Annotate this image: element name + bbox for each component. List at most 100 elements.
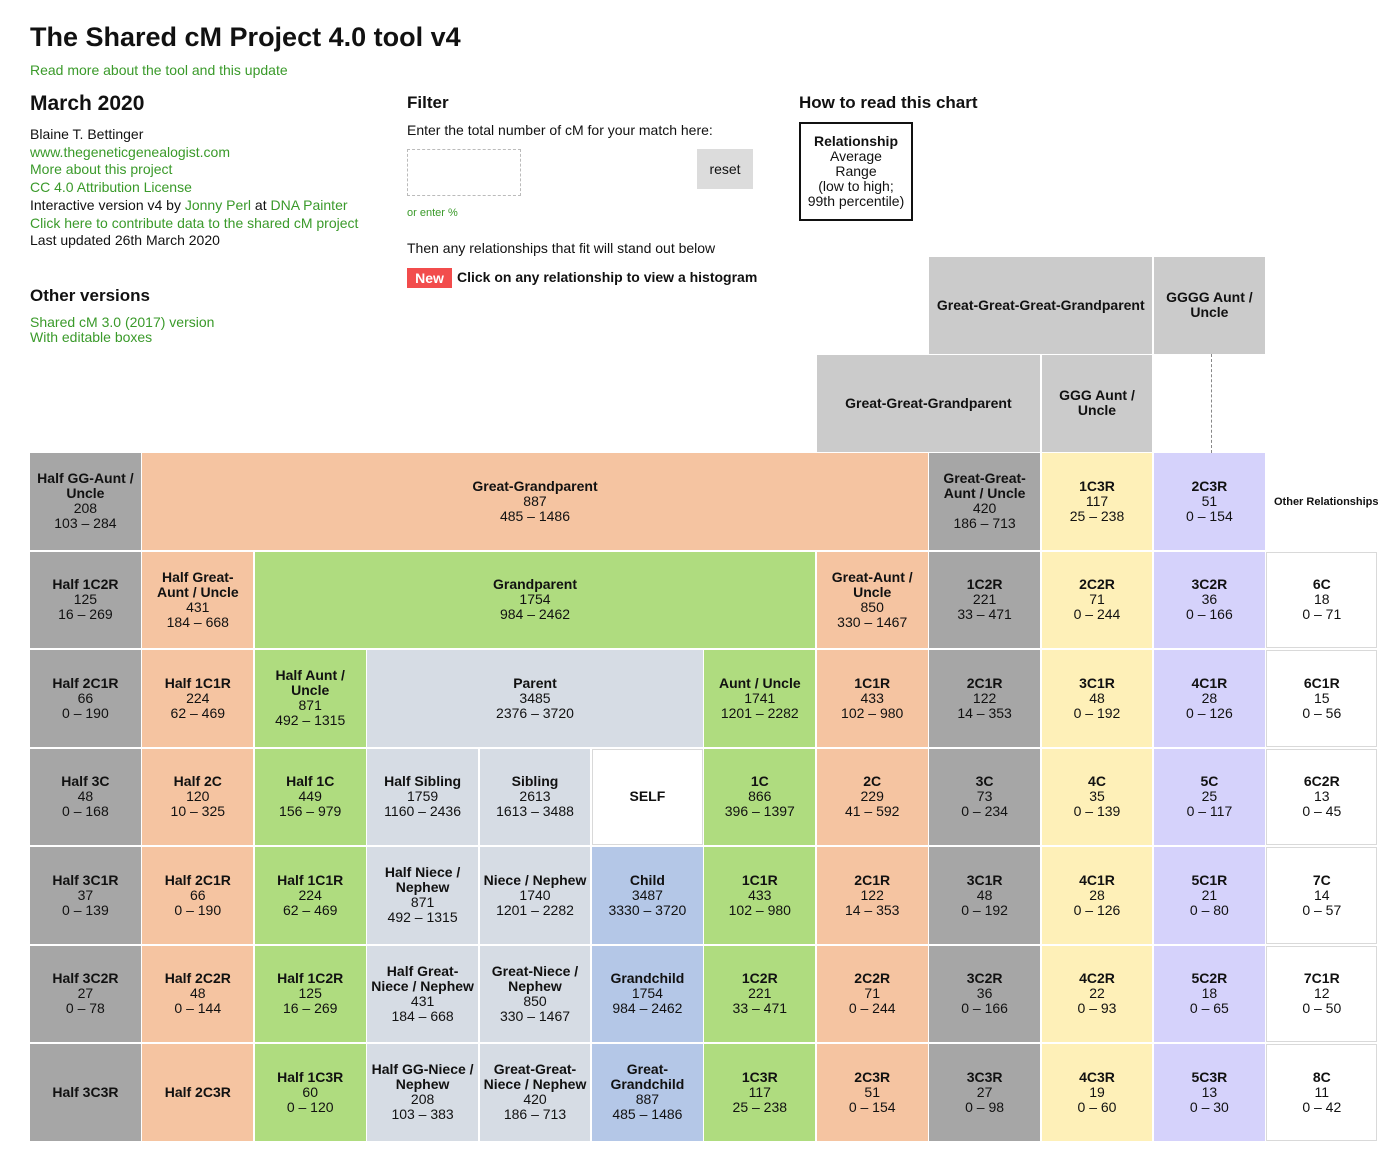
relationship-cell[interactable]: 3C2R 36 0 – 166 <box>1154 551 1265 649</box>
relationship-cell[interactable]: Half Sibling 1759 1160 – 2436 <box>367 748 478 846</box>
relationship-cell[interactable]: Half 2C2R 48 0 – 144 <box>142 945 254 1043</box>
project-link[interactable]: More about this project <box>30 161 173 178</box>
relationship-cell[interactable]: Half 2C 120 10 – 325 <box>142 748 254 846</box>
relationship-cell[interactable]: 7C1R 12 0 – 50 <box>1266 945 1378 1043</box>
relationship-cell[interactable]: Parent 3485 2376 – 3720 <box>367 650 703 747</box>
average-cm: 117 <box>748 1083 771 1100</box>
relationship-cell[interactable]: Half Great-Aunt / Uncle 431 184 – 668 <box>142 551 254 649</box>
relationship-cell[interactable]: 6C1R 15 0 – 56 <box>1266 650 1378 747</box>
relationship-cell[interactable]: Child 3487 3330 – 3720 <box>592 847 703 944</box>
relationship-cell[interactable]: 2C 229 41 – 592 <box>816 748 928 846</box>
relationship-cell[interactable]: Half 1C2R 125 16 – 269 <box>30 551 141 649</box>
relationship-cell[interactable]: Half 1C2R 125 16 – 269 <box>254 945 366 1043</box>
relationship-cell[interactable]: Half 3C3R <box>30 1044 141 1141</box>
reset-button[interactable]: reset <box>697 149 753 189</box>
relationship-cell[interactable]: Sibling 2613 1613 – 3488 <box>479 748 591 846</box>
relationship-cell[interactable]: SELF <box>592 748 703 846</box>
relationship-cell[interactable]: 4C2R 22 0 – 93 <box>1041 945 1153 1043</box>
relationship-cell[interactable]: 5C1R 21 0 – 80 <box>1154 847 1265 944</box>
relationship-cell[interactable]: Half GG-Aunt / Uncle 208 103 – 284 <box>30 453 141 550</box>
relationship-cell[interactable]: 3C1R 48 0 – 192 <box>1041 650 1153 747</box>
relationship-cell[interactable]: 1C1R 433 102 – 980 <box>816 650 928 747</box>
relationship-cell[interactable]: Half 1C1R 224 62 – 469 <box>254 847 366 944</box>
relationship-cell[interactable]: Great-Great-Great-Grandparent <box>929 257 1153 354</box>
relationship-cell[interactable]: 2C3R 51 0 – 154 <box>1154 453 1265 550</box>
relationship-cell[interactable]: 3C 73 0 – 234 <box>929 748 1040 846</box>
relationship-cell[interactable]: Half 2C3R <box>142 1044 254 1141</box>
relationship-cell[interactable]: Half 3C 48 0 – 168 <box>30 748 141 846</box>
cm-range: 984 – 2462 <box>612 1000 683 1017</box>
relationship-cell[interactable]: 5C3R 13 0 – 30 <box>1154 1044 1265 1141</box>
relationship-cell[interactable]: 1C2R 221 33 – 471 <box>929 551 1040 649</box>
relationship-cell[interactable]: Niece / Nephew 1740 1201 – 2282 <box>479 847 591 944</box>
cm-range: 62 – 469 <box>170 704 226 721</box>
relationship-cell[interactable]: GGG Aunt / Uncle <box>1041 355 1153 452</box>
relationship-cell[interactable]: 4C 35 0 – 139 <box>1041 748 1153 846</box>
relationship-cell[interactable]: Grandchild 1754 984 – 2462 <box>592 945 703 1043</box>
relationship-cell[interactable]: Great-Grandchild 887 485 – 1486 <box>592 1044 703 1141</box>
version-link[interactable]: Shared cM 3.0 (2017) version <box>30 314 215 330</box>
relationship-cell[interactable]: 5C 25 0 – 117 <box>1154 748 1265 846</box>
relationship-cell[interactable]: 8C 11 0 – 42 <box>1266 1044 1378 1141</box>
relationship-cell[interactable]: 1C3R 117 25 – 238 <box>704 1044 816 1141</box>
relationship-cell[interactable]: Half 1C3R 60 0 – 120 <box>254 1044 366 1141</box>
relationship-cell[interactable]: 4C1R 28 0 – 126 <box>1154 650 1265 747</box>
relationship-cell[interactable]: 7C 14 0 – 57 <box>1266 847 1378 944</box>
relationship-cell[interactable]: Aunt / Uncle 1741 1201 – 2282 <box>704 650 816 747</box>
relationship-cell[interactable]: Half 2C1R 66 0 – 190 <box>30 650 141 747</box>
site-link[interactable]: www.thegeneticgenealogist.com <box>30 143 231 160</box>
average-cm: 208 <box>410 1091 435 1108</box>
relationship-cell[interactable]: Great-Great-Grandparent <box>816 355 1040 452</box>
relationship-cell[interactable]: 1C 866 396 – 1397 <box>704 748 816 846</box>
relationship-cell[interactable]: Great-Aunt / Uncle 850 330 – 1467 <box>816 551 928 649</box>
relationship-cell[interactable]: 3C2R 36 0 – 166 <box>929 945 1040 1043</box>
relationship-cell[interactable]: Half 3C2R 27 0 – 78 <box>30 945 141 1043</box>
relationship-cell[interactable]: Half 2C1R 66 0 – 190 <box>142 847 254 944</box>
relationship-cell[interactable]: 3C3R 27 0 – 98 <box>929 1044 1040 1141</box>
relationship-cell[interactable]: 2C3R 51 0 – 154 <box>816 1044 928 1141</box>
relationship-name: 5C3R <box>1191 1068 1228 1085</box>
license-link[interactable]: CC 4.0 Attribution License <box>30 179 192 196</box>
relationship-cell[interactable]: Half Niece / Nephew 871 492 – 1315 <box>367 847 478 944</box>
author-link[interactable]: Jonny Perl <box>184 196 252 213</box>
relationship-cell[interactable]: 2C2R 71 0 – 244 <box>816 945 928 1043</box>
about-link[interactable]: Read more about the tool and this update <box>30 62 288 78</box>
relationship-cell[interactable]: Great-Niece / Nephew 850 330 – 1467 <box>479 945 591 1043</box>
relationship-cell[interactable]: 1C1R 433 102 – 980 <box>704 847 816 944</box>
relationship-cell[interactable]: Grandparent 1754 984 – 2462 <box>254 551 816 649</box>
version-link[interactable]: With editable boxes <box>30 329 153 345</box>
relationship-cell[interactable]: 2C2R 71 0 – 244 <box>1041 551 1153 649</box>
relationship-cell[interactable]: 5C2R 18 0 – 65 <box>1154 945 1265 1043</box>
relationship-cell[interactable]: Great-Grandparent 887 485 – 1486 <box>142 453 928 550</box>
relationship-cell[interactable]: 4C3R 19 0 – 60 <box>1041 1044 1153 1141</box>
relationship-cell[interactable]: 1C3R 117 25 – 238 <box>1041 453 1153 550</box>
relationship-cell[interactable]: Great-Great-Niece / Nephew 420 186 – 713 <box>479 1044 591 1141</box>
relationship-cell[interactable]: Great-Great-Aunt / Uncle 420 186 – 713 <box>929 453 1040 550</box>
contribute-link[interactable]: Click here to contribute data to the sha… <box>30 214 359 231</box>
relationship-cell[interactable]: Half GG-Niece / Nephew 208 103 – 383 <box>367 1044 478 1141</box>
site-link[interactable]: DNA Painter <box>270 196 348 213</box>
relationship-cell[interactable]: Half Great-Niece / Nephew 431 184 – 668 <box>367 945 478 1043</box>
relationship-cell[interactable]: GGGG Aunt / Uncle <box>1154 257 1265 354</box>
relationship-name: Half 3C3R <box>52 1083 119 1100</box>
relationship-cell[interactable]: Half Aunt / Uncle 871 492 – 1315 <box>254 650 366 747</box>
cm-range: 1201 – 2282 <box>496 901 574 918</box>
percent-link[interactable]: or enter % <box>407 207 458 219</box>
relationship-cell[interactable]: 6C2R 13 0 – 45 <box>1266 748 1378 846</box>
date-heading: March 2020 <box>30 92 145 115</box>
cm-input[interactable] <box>407 149 521 196</box>
relationship-name: Great-Grandchild <box>610 1061 685 1093</box>
relationship-cell[interactable]: 2C1R 122 14 – 353 <box>929 650 1040 747</box>
relationship-cell[interactable]: 1C2R 221 33 – 471 <box>704 945 816 1043</box>
relationship-cell[interactable]: 6C 18 0 – 71 <box>1266 551 1378 649</box>
relationship-cell[interactable]: Half 1C 449 156 – 979 <box>254 748 366 846</box>
relationship-cell[interactable]: Half 3C1R 37 0 – 139 <box>30 847 141 944</box>
average-cm: 224 <box>186 689 210 706</box>
relationship-cell[interactable]: 2C1R 122 14 – 353 <box>816 847 928 944</box>
section-title: Other versions <box>30 286 150 305</box>
relationship-cell[interactable]: Half 1C1R 224 62 – 469 <box>142 650 254 747</box>
relationship-cell[interactable]: 3C1R 48 0 – 192 <box>929 847 1040 944</box>
relationship-name: 1C3R <box>741 1068 778 1085</box>
relationship-cell[interactable]: 4C1R 28 0 – 126 <box>1041 847 1153 944</box>
cm-range: 102 – 980 <box>728 901 791 918</box>
